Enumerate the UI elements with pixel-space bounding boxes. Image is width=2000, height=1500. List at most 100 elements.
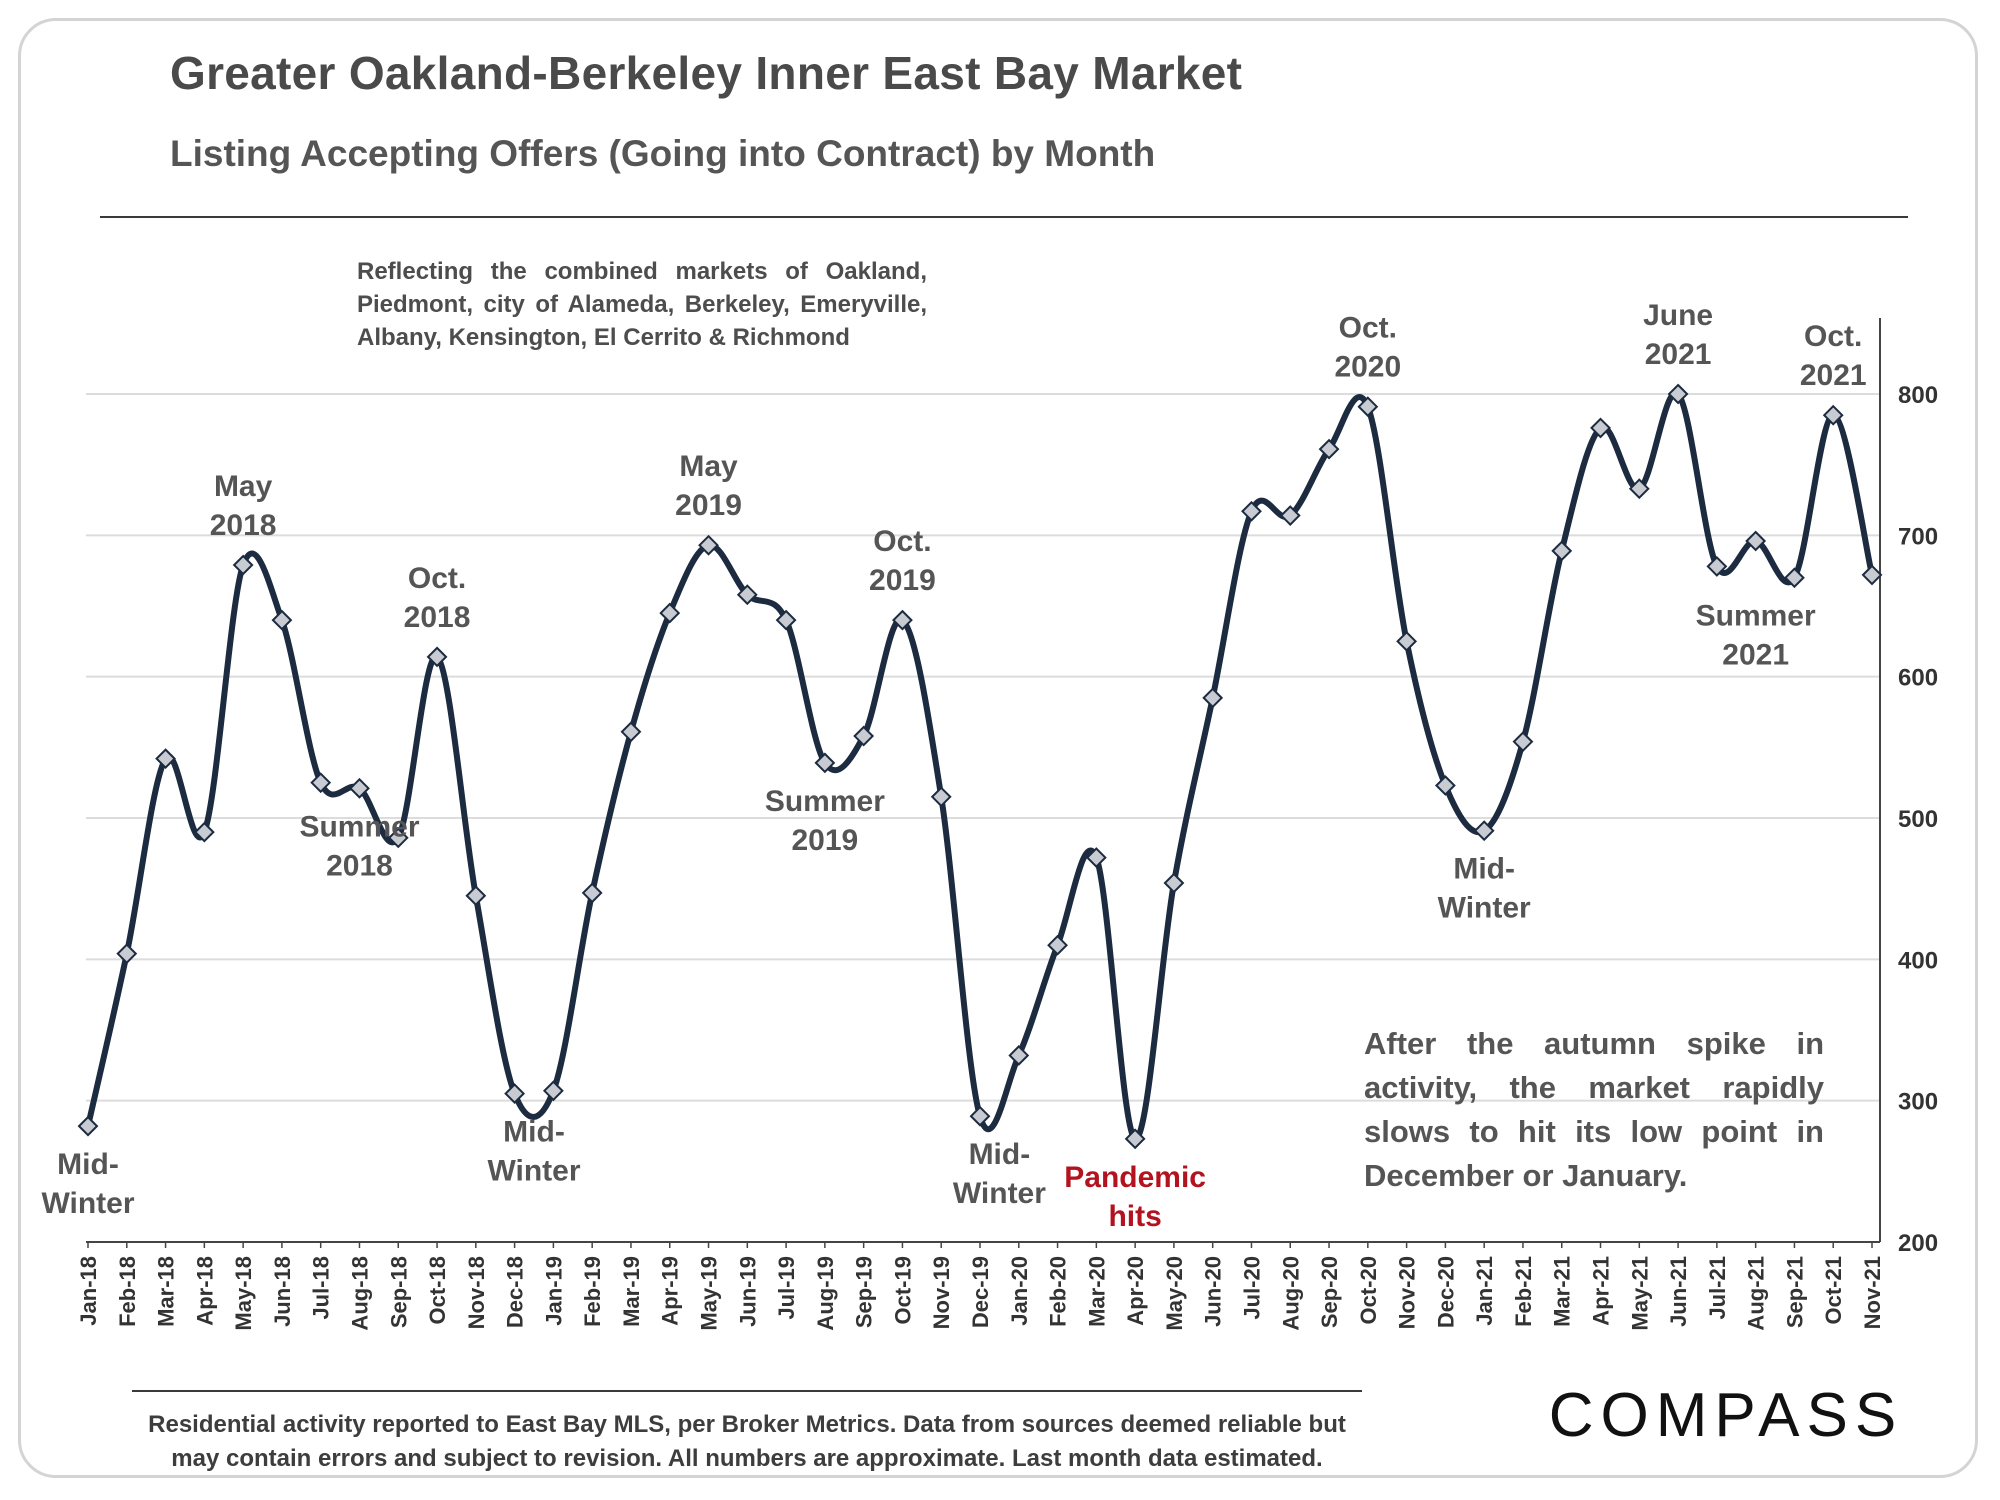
x-tick-label: Dec-19 bbox=[968, 1256, 993, 1328]
annotation-line: Winter bbox=[1438, 892, 1531, 925]
x-tick-label: Mar-19 bbox=[619, 1256, 644, 1327]
annotation-line: May bbox=[679, 450, 738, 483]
annotation-line: Oct. bbox=[873, 525, 931, 558]
x-tick-label: Jun-20 bbox=[1201, 1256, 1226, 1327]
annotation-label: Summer 2021 bbox=[1696, 600, 1816, 672]
x-tick-label: May-19 bbox=[697, 1256, 722, 1331]
data-point-may-19 bbox=[698, 534, 719, 556]
x-tick-label: Apr-20 bbox=[1123, 1256, 1148, 1326]
annotation-line: Pandemic bbox=[1064, 1161, 1206, 1194]
data-point-feb-19 bbox=[581, 882, 603, 904]
data-point-jun-18 bbox=[271, 609, 293, 631]
x-tick-label: Jun-18 bbox=[270, 1256, 295, 1327]
y-tick-label: 800 bbox=[1898, 382, 1938, 409]
x-tick-label: Jun-19 bbox=[735, 1256, 760, 1327]
x-tick-label: Apr-21 bbox=[1589, 1256, 1614, 1326]
data-point-oct-19 bbox=[892, 609, 913, 631]
axes bbox=[86, 318, 1881, 1248]
x-tick-label: Aug-19 bbox=[813, 1256, 838, 1331]
data-point-apr-20 bbox=[1124, 1128, 1146, 1150]
data-point-mar-21 bbox=[1551, 540, 1573, 562]
x-tick-label: Jan-18 bbox=[76, 1256, 101, 1326]
annotation-line: hits bbox=[1108, 1200, 1161, 1233]
data-point-sep-21 bbox=[1784, 567, 1805, 589]
x-tick-label: Jul-21 bbox=[1705, 1256, 1730, 1320]
x-tick-label: Feb-18 bbox=[115, 1256, 140, 1327]
compass-logo: COMPASS bbox=[1548, 1381, 1904, 1450]
x-tick-label: Oct-18 bbox=[425, 1256, 450, 1324]
annotation-line: Summer bbox=[299, 810, 419, 843]
annotation-line: Winter bbox=[953, 1177, 1046, 1210]
annotation-line: 2019 bbox=[869, 564, 936, 597]
annotation-label: Pandemic hits bbox=[1064, 1161, 1206, 1233]
annotation-line: 2019 bbox=[675, 489, 742, 522]
annotation-line: 2021 bbox=[1800, 359, 1867, 392]
annotation-line: 2019 bbox=[791, 824, 858, 857]
x-tick-label: May-20 bbox=[1162, 1256, 1187, 1331]
data-point-jan-18 bbox=[77, 1115, 99, 1137]
data-point-jun-19 bbox=[736, 584, 758, 606]
annotation-line: Oct. bbox=[1339, 312, 1397, 345]
x-tick-label: Jan-20 bbox=[1007, 1256, 1032, 1326]
annotation-label: Oct. 2020 bbox=[1334, 312, 1401, 384]
annotation-line: Mid- bbox=[503, 1116, 565, 1149]
footer-divider bbox=[132, 1390, 1362, 1392]
annotation-label: Oct. 2019 bbox=[869, 525, 936, 597]
market-coverage-note: Reflecting the combined markets of Oakla… bbox=[357, 258, 927, 351]
data-point-jun-21 bbox=[1667, 383, 1689, 405]
x-tick-label: May-21 bbox=[1627, 1256, 1652, 1331]
annotation-label: Mid- Winter bbox=[41, 1148, 134, 1220]
data-point-aug-19 bbox=[814, 752, 836, 774]
data-point-nov-18 bbox=[465, 885, 487, 907]
x-tick-label: Dec-20 bbox=[1433, 1256, 1458, 1328]
x-tick-label: Mar-20 bbox=[1084, 1256, 1109, 1327]
x-tick-label: Mar-18 bbox=[154, 1256, 179, 1327]
data-point-may-18 bbox=[232, 554, 254, 576]
data-point-dec-18 bbox=[504, 1083, 526, 1105]
data-point-may-20 bbox=[1163, 872, 1185, 894]
annotation-line: 2018 bbox=[326, 849, 393, 882]
data-point-jul-21 bbox=[1706, 556, 1728, 577]
data-point-mar-20 bbox=[1085, 847, 1107, 868]
annotation-label: Mid- Winter bbox=[1438, 853, 1531, 925]
annotation-line: Winter bbox=[41, 1187, 134, 1220]
annotation-line: Mid- bbox=[57, 1148, 119, 1181]
annotation-label: Mid- Winter bbox=[953, 1138, 1046, 1210]
data-point-sep-19 bbox=[853, 725, 875, 747]
data-point-jan-19 bbox=[542, 1080, 564, 1102]
data-point-dec-20 bbox=[1434, 775, 1456, 796]
data-points bbox=[77, 383, 1883, 1150]
y-tick-label: 500 bbox=[1898, 806, 1938, 833]
x-tick-label: Aug-20 bbox=[1278, 1256, 1303, 1331]
annotation-label: Summer 2019 bbox=[765, 785, 885, 857]
chart-subtitle: Listing Accepting Offers (Going into Con… bbox=[170, 133, 1156, 174]
data-point-jun-20 bbox=[1202, 687, 1224, 709]
y-tick-label: 700 bbox=[1898, 523, 1938, 550]
annotation-line: May bbox=[214, 470, 273, 503]
x-tick-label: Aug-21 bbox=[1744, 1256, 1769, 1331]
y-tick-label: 600 bbox=[1898, 665, 1938, 692]
data-point-apr-21 bbox=[1590, 417, 1611, 439]
data-point-apr-18 bbox=[193, 821, 215, 843]
annotation-line: Summer bbox=[765, 785, 885, 818]
annotation-line: 2020 bbox=[1334, 351, 1401, 384]
x-tick-label: Jun-21 bbox=[1666, 1256, 1691, 1327]
data-point-aug-21 bbox=[1745, 530, 1767, 552]
annotation-line: Oct. bbox=[1804, 320, 1862, 353]
x-tick-label: Sep-20 bbox=[1317, 1256, 1342, 1328]
data-point-mar-18 bbox=[155, 748, 176, 770]
data-point-oct-18 bbox=[426, 646, 448, 668]
data-point-feb-18 bbox=[116, 943, 138, 965]
x-tick-label: Sep-18 bbox=[386, 1256, 411, 1328]
data-point-feb-21 bbox=[1512, 731, 1534, 753]
annotation-label: June 2021 bbox=[1643, 299, 1713, 371]
data-point-sep-18 bbox=[387, 827, 409, 849]
x-tick-label: Aug-18 bbox=[347, 1256, 372, 1331]
annotation-label: May 2019 bbox=[675, 450, 742, 522]
x-tick-label: Apr-18 bbox=[192, 1256, 217, 1326]
x-tick-label: Oct-20 bbox=[1356, 1256, 1381, 1324]
data-point-jul-18 bbox=[310, 772, 332, 794]
data-point-feb-20 bbox=[1047, 934, 1068, 956]
annotation-line: Winter bbox=[487, 1155, 580, 1188]
